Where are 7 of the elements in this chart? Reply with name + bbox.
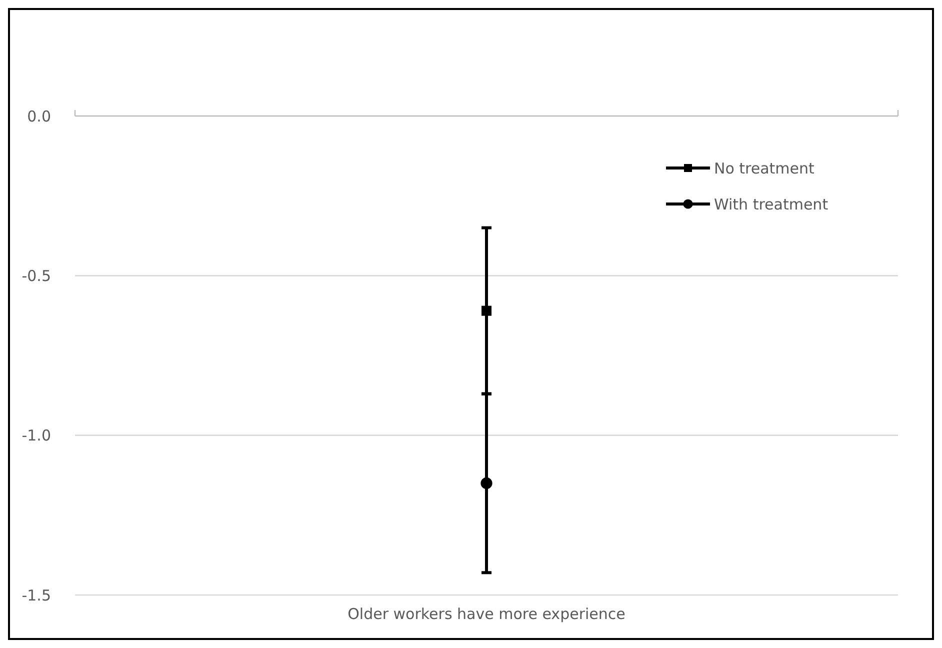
x-tick-label: Older workers have more experience — [348, 605, 626, 623]
legend-label: With treatment — [714, 195, 828, 214]
y-tick-label: -0.5 — [22, 266, 51, 285]
legend-label: No treatment — [714, 159, 815, 178]
y-tick-label: -1.5 — [22, 586, 51, 604]
y-tick-label: 0.0 — [27, 107, 51, 126]
y-tick-label: -1.0 — [22, 426, 51, 445]
